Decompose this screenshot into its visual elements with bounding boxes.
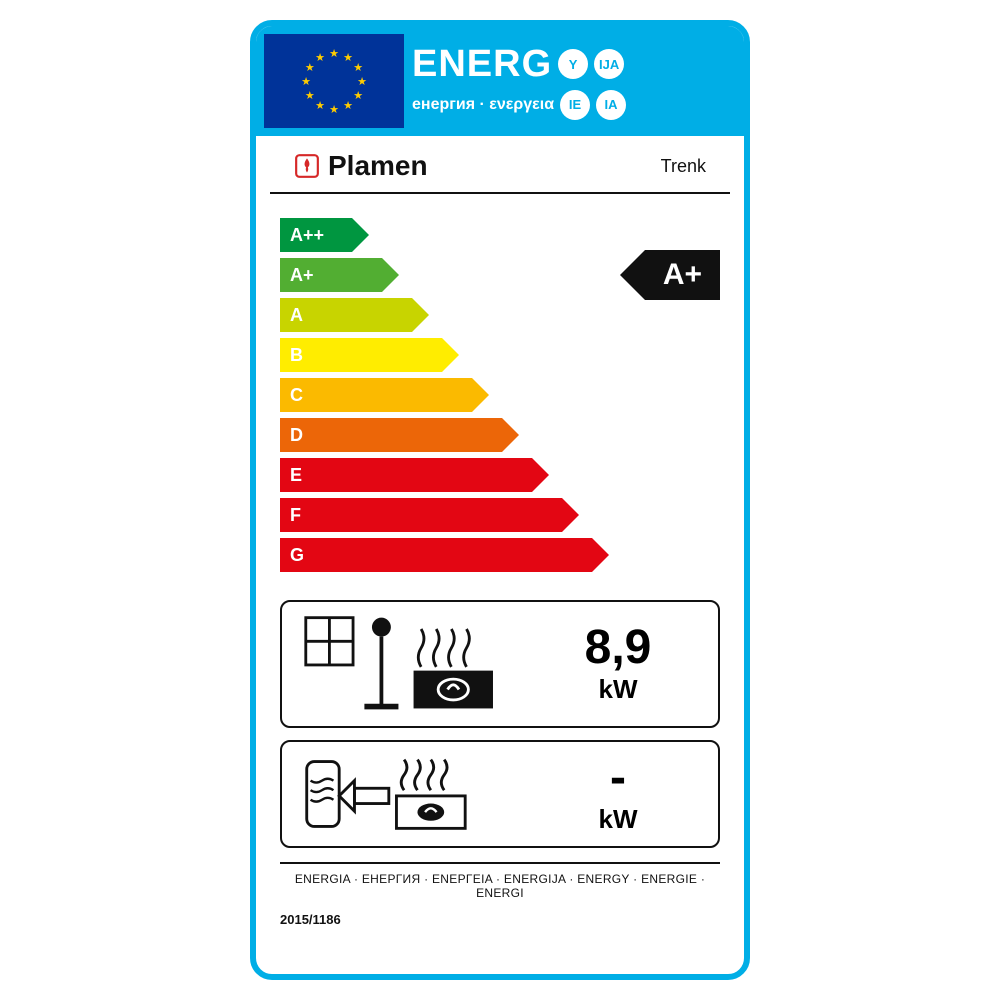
banner: ★★★★★★★★★★★★ ENERG Y IJA енергия · ενεργ… [256,26,744,136]
banner-text: ENERG Y IJA енергия · ενεργεια IE IA [412,34,736,128]
model-name: Trenk [661,156,706,177]
rating-bar-label: A++ [290,225,324,246]
rating-bar-label: F [290,505,301,526]
lang-code-3: IA [596,90,626,120]
direct-output-unit: kW [532,674,704,705]
class-marker-label: A+ [663,258,702,292]
rating-bar-label: E [290,465,302,486]
rating-row: D [280,418,720,452]
indirect-output-pictogram [296,752,516,836]
rating-bar: D [280,418,502,452]
rating-row: E [280,458,720,492]
rating-bar-label: A [290,305,303,326]
rating-bar: F [280,498,562,532]
lang-code-0: Y [558,49,588,79]
indirect-output-value: - [532,754,704,802]
indirect-output-panel: - kW [280,740,720,848]
banner-subtitle: енергия · ενεργεια [412,96,554,114]
rating-bar: C [280,378,472,412]
footer-languages: ENERGIA · ЕНЕРГИЯ · ΕΝΕΡΓΕΙΑ · ENERGIJA … [280,862,720,906]
rating-bar-label: B [290,345,303,366]
brand-name: Plamen [328,150,428,182]
rating-bar-label: D [290,425,303,446]
rating-bar: E [280,458,532,492]
brand-row: Plamen Trenk [270,136,730,194]
flame-icon [294,153,320,179]
class-marker: A+ [645,250,720,300]
rating-bar: A [280,298,412,332]
rating-bar-label: C [290,385,303,406]
regulation-number: 2015/1186 [280,912,720,927]
rating-bar: A+ [280,258,382,292]
lang-code-2: IE [560,90,590,120]
energ-word: ENERG [412,43,552,86]
rating-bar: A++ [280,218,352,252]
rating-row: B [280,338,720,372]
eu-flag: ★★★★★★★★★★★★ [264,34,404,128]
energy-label: ★★★★★★★★★★★★ ENERG Y IJA енергия · ενεργ… [250,20,750,980]
rating-row: F [280,498,720,532]
rating-row: G [280,538,720,572]
rating-row: C [280,378,720,412]
lang-code-1: IJA [594,49,624,79]
rating-scale: A+ A++ A+ ABCDEFG [256,194,744,588]
direct-output-panel: 8,9 kW [280,600,720,728]
rating-row: A [280,298,720,332]
rating-bar-label: G [290,545,304,566]
rating-row: A++ [280,218,720,252]
rating-bar: B [280,338,442,372]
indirect-output-unit: kW [532,804,704,835]
rating-bar: G [280,538,592,572]
direct-output-pictogram [296,612,516,716]
rating-bar-label: A+ [290,265,314,286]
direct-output-value: 8,9 [532,624,704,672]
